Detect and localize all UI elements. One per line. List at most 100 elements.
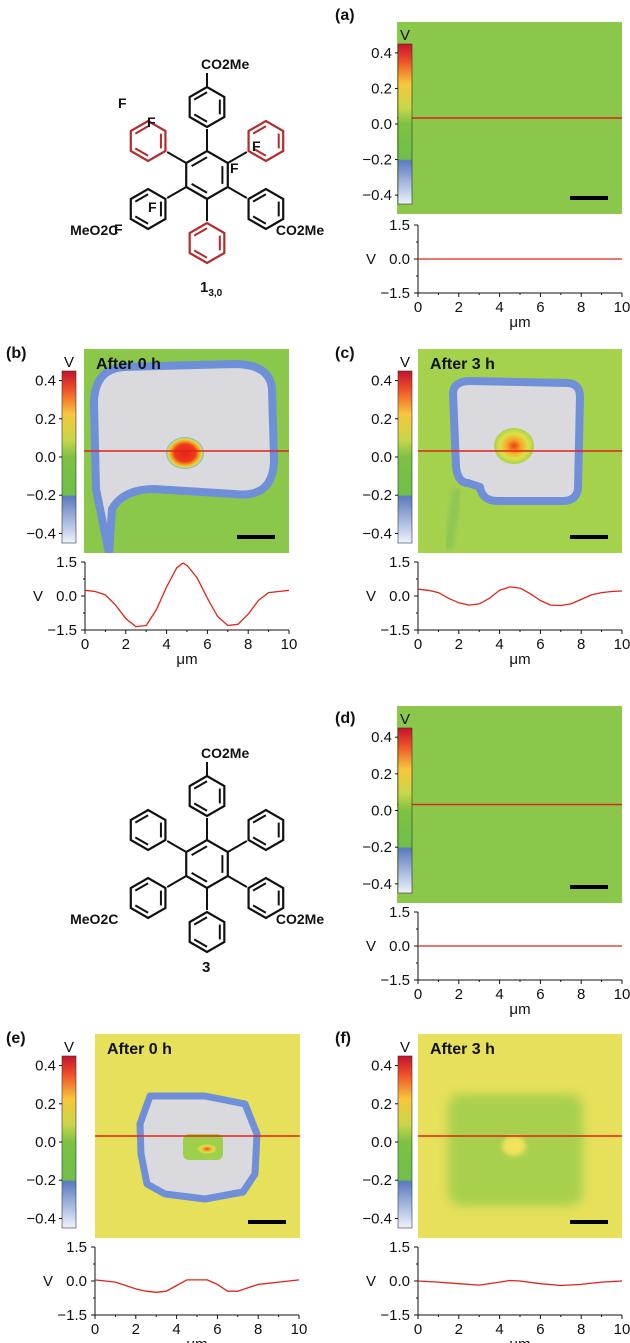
panel-d: (d) V 0.4 0.2 0.0 −0.2 −0.4 1.5 0.0 −1.50 2 4 6 8 10 Vμ…	[335, 706, 630, 1018]
colorbar-tick-label: −0.4	[362, 187, 392, 204]
x-tick-label: 8	[577, 986, 585, 1003]
x-tick-label: 0	[91, 1321, 99, 1338]
aryl-bond	[227, 875, 248, 888]
x-tick-label: 2	[455, 636, 463, 653]
core-benzene-bond	[191, 845, 208, 856]
y-tick-label: 0.0	[389, 588, 410, 605]
colorbar-tick-label: −0.4	[26, 1210, 56, 1227]
potential-map	[418, 349, 622, 553]
aryl-ring	[247, 808, 285, 852]
panel-title: After 3 h	[430, 1041, 495, 1058]
x-tick-label: 8	[577, 299, 585, 316]
y-tick-label: −1.5	[57, 1307, 87, 1324]
hot-spot	[166, 437, 204, 469]
aryl-ring-bond	[252, 193, 267, 203]
colorbar	[397, 370, 413, 544]
aryl-ring-bond	[193, 916, 208, 926]
profile-plot: 1.5 0.0 −1.50 2 4 6 8 10 Vμm	[366, 217, 630, 331]
panel-e: (e) V 0.4 0.2 0.0 −0.2 −0.4 After 0 h 1.5 0.0 −1.5…	[6, 1030, 307, 1343]
aryl-ring	[129, 119, 167, 163]
aryl-bond	[166, 840, 187, 853]
ester-top-label: CO2Me	[201, 745, 249, 761]
colorbar-unit-label: V	[64, 1039, 74, 1056]
aryl-ring	[247, 187, 285, 231]
colorbar-tick-label: 0.4	[371, 373, 392, 390]
y-axis-label: V	[366, 251, 376, 268]
y-axis-label: V	[366, 588, 376, 605]
aryl-bond	[166, 875, 187, 888]
profile-plot: 1.5 0.0 −1.50 2 4 6 8 10 Vμm	[366, 1239, 630, 1343]
colorbar-tick-label: 0.4	[35, 373, 56, 390]
aryl-ring-bond	[134, 814, 149, 824]
colorbar-tick-label: 0.2	[371, 80, 392, 97]
x-axis-label: μm	[509, 1001, 530, 1018]
ester-right-label: CO2Me	[276, 911, 324, 927]
profile-plot: 1.5 0.0 −1.50 2 4 6 8 10 Vμm	[33, 554, 297, 668]
ester-right-label: CO2Me	[276, 222, 324, 238]
aryl-ring	[129, 876, 167, 920]
colorbar	[397, 43, 413, 205]
potential-map	[418, 1034, 622, 1238]
colorbar-tick-label: 0.4	[371, 45, 392, 62]
x-tick-label: 0	[81, 636, 89, 653]
colorbar-tick-label: 0.2	[35, 411, 56, 428]
aryl-ring-bond	[134, 125, 149, 135]
aryl-ring-bond	[252, 147, 267, 157]
colorbar	[397, 727, 413, 894]
core-benzene-bond	[191, 872, 208, 883]
colorbar-tick-label: 0.0	[371, 116, 392, 133]
x-tick-label: 4	[495, 1321, 503, 1338]
trace	[443, 488, 463, 550]
aryl-ring-bond	[134, 215, 149, 225]
x-tick-label: 2	[455, 986, 463, 1003]
panel-c: (c) V 0.4 0.2 0.0 −0.2 −0.4 After 3 h 1.5 0.0 −1.5…	[335, 345, 630, 668]
aryl-bond	[227, 151, 248, 164]
core-benzene-bond	[191, 156, 208, 167]
aryl-ring-bond	[193, 938, 208, 948]
x-axis-label: μm	[509, 314, 530, 331]
potential-map	[397, 22, 622, 214]
colorbar-tick-label: 0.2	[371, 766, 392, 783]
y-tick-label: −1.5	[380, 972, 410, 989]
x-tick-label: 0	[414, 299, 422, 316]
profile-series-line	[417, 586, 623, 607]
aryl-bond	[227, 840, 248, 853]
y-axis-label: V	[43, 1273, 53, 1290]
colorbar-tick-label: 0.4	[371, 1058, 392, 1075]
panel-label: (f)	[335, 1030, 351, 1047]
compound-label-1: 13,0	[200, 279, 223, 299]
scale-bar	[570, 885, 608, 889]
aryl-ring-bond	[252, 882, 267, 892]
y-axis-label: V	[366, 938, 376, 955]
x-tick-label: 8	[254, 1321, 262, 1338]
colorbar-tick-label: 0.2	[371, 411, 392, 428]
y-tick-label: −1.5	[380, 622, 410, 639]
panel-a: (a) V 0.4 0.2 0.0 −0.2 −0.4 1.5 0.0 −1.50 2 4 6 8 10 Vμ…	[335, 7, 630, 331]
colorbar-unit-label: V	[400, 711, 410, 728]
x-tick-label: 10	[614, 299, 630, 316]
x-tick-label: 6	[213, 1321, 221, 1338]
aryl-ring-bond	[193, 802, 208, 812]
aryl-ring-bond	[193, 113, 208, 123]
x-axis-label: μm	[176, 651, 197, 668]
x-tick-label: 0	[414, 636, 422, 653]
colorbar-tick-label: −0.4	[362, 1210, 392, 1227]
aryl-ring	[129, 808, 167, 852]
potential-map	[397, 706, 622, 903]
panel-title: After 0 h	[107, 1041, 172, 1058]
y-tick-label: 0.0	[389, 251, 410, 268]
profile-plot: 1.5 0.0 −1.50 2 4 6 8 10 Vμm	[43, 1239, 307, 1343]
center-spot	[502, 1136, 526, 1156]
fluorine-label: F	[252, 138, 261, 154]
colorbar-tick-label: 0.0	[371, 1134, 392, 1151]
y-tick-label: 0.0	[56, 588, 77, 605]
colorbar-tick-label: −0.2	[362, 839, 392, 856]
colorbar-unit-label: V	[400, 27, 410, 44]
fluorine-label: F	[148, 199, 157, 215]
y-tick-label: −1.5	[380, 1307, 410, 1324]
colorbar-tick-label: −0.4	[362, 876, 392, 893]
aryl-ring-bond	[134, 836, 149, 846]
aryl-ring-bond	[134, 147, 149, 157]
x-tick-label: 2	[132, 1321, 140, 1338]
